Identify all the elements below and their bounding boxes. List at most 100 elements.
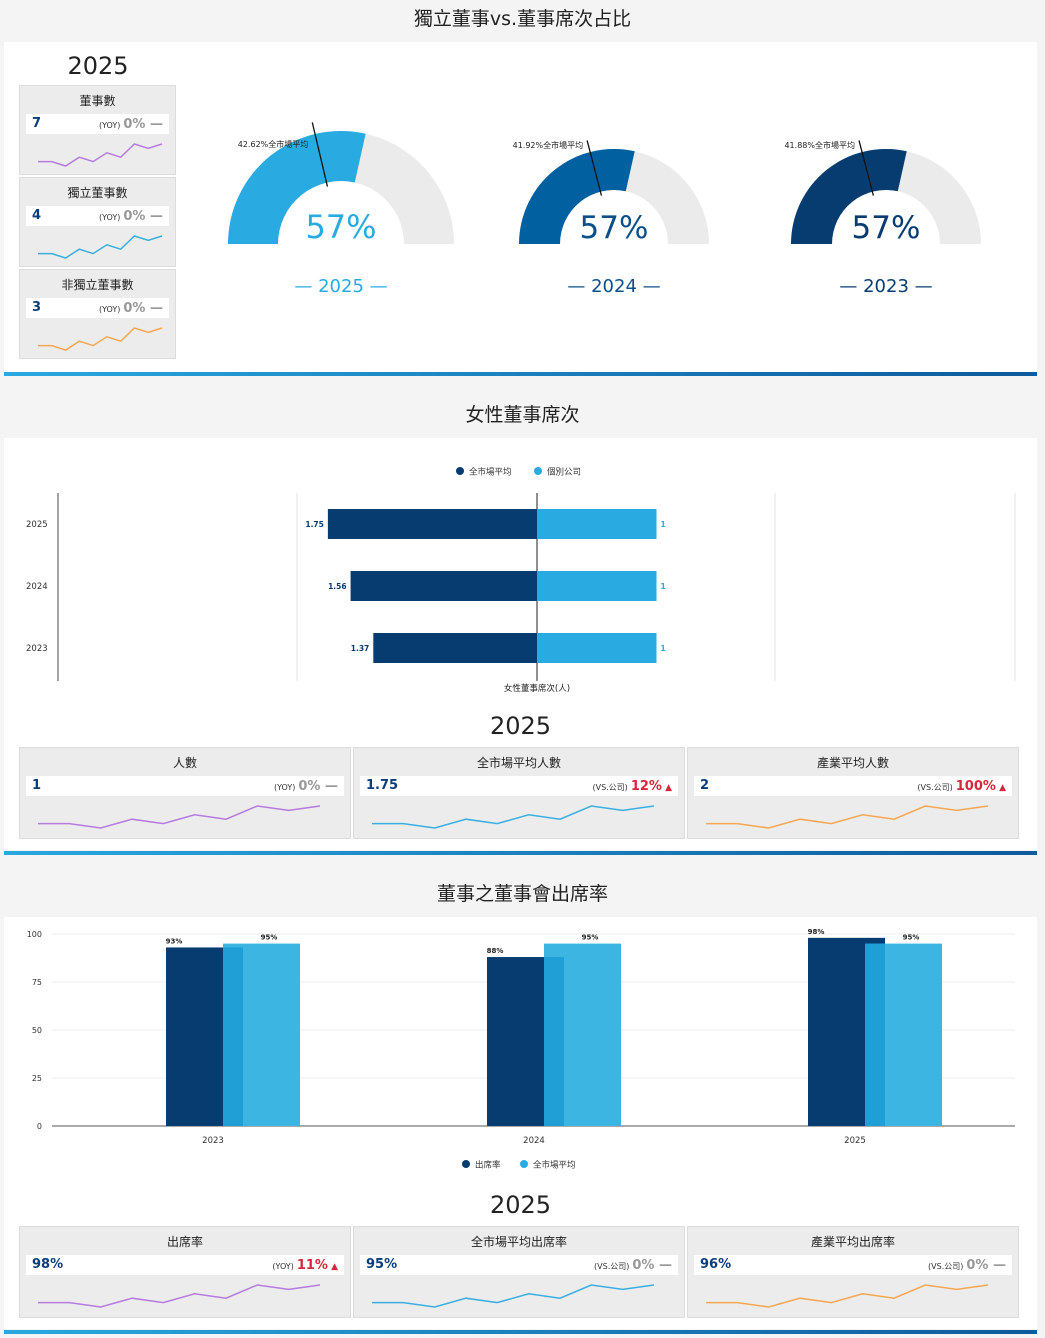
bar-label-company: 1 bbox=[661, 520, 666, 529]
gauge-fill bbox=[519, 149, 635, 244]
bar-label-market-average: 1.37 bbox=[351, 644, 370, 653]
gauge-1: 41.92%全市場平均 57% — 2024 — bbox=[513, 140, 709, 297]
kpi-change-tag: (YOY) bbox=[272, 1262, 294, 1271]
gauge-chart: 42.62%全市場平均 57% — 2025 — 41.92%全市場平均 57% — 20… bbox=[228, 122, 981, 297]
section3-kpi-card: 產業平均出席率 96% (VS.公司) 0% — bbox=[687, 1226, 1019, 1318]
kpi-change: (VS.公司) 0% — bbox=[594, 1258, 672, 1273]
sparkline-path bbox=[38, 235, 163, 259]
kpi-change-value: 0% bbox=[123, 117, 146, 132]
section3-year: 2025 bbox=[489, 1191, 552, 1219]
kpi-sparkline bbox=[38, 1284, 321, 1308]
kpi-change-tag: (YOY) bbox=[98, 121, 121, 130]
bar-company bbox=[537, 509, 657, 539]
kpi-sparkline bbox=[38, 327, 163, 351]
kpi-change: (YOY) 0% — bbox=[99, 301, 163, 316]
trend-up-icon: ▲ bbox=[327, 1262, 338, 1272]
kpi-change-value: 0% bbox=[966, 1258, 989, 1273]
kpi-value-bar: 96% (VS.公司) 0% — bbox=[694, 1255, 1012, 1275]
legend-marker bbox=[534, 467, 542, 475]
kpi-change: (YOY) 11% ▲ bbox=[272, 1258, 338, 1273]
bar-label-market-average: 1.56 bbox=[328, 582, 347, 591]
kpi-value: 95% bbox=[366, 1257, 398, 1272]
trend-flat-icon: — bbox=[145, 117, 163, 132]
trend-flat-icon: — bbox=[988, 1258, 1006, 1273]
bar-overlap bbox=[223, 947, 243, 1126]
kpi-value: 1.75 bbox=[366, 778, 399, 793]
kpi-label: 全市場平均人數 bbox=[476, 756, 561, 770]
kpi-value: 98% bbox=[32, 1257, 64, 1272]
legend-label: 全市場平均 bbox=[469, 467, 512, 478]
kpi-value-bar: 1 (YOY) 0% — bbox=[26, 776, 344, 796]
bar-label-market-average: 95% bbox=[261, 934, 278, 942]
gauge-year: — 2023 — bbox=[839, 276, 932, 297]
kpi-value-bar: 95% (VS.公司) 0% — bbox=[360, 1255, 678, 1275]
section2-panel: 全市場平均 個別公司 2025 1.75 1 2024 1.56 1 2023 1.37 1 女性董事… bbox=[4, 438, 1037, 850]
section2-kpi-card: 人數 1 (YOY) 0% — bbox=[19, 747, 351, 839]
gauge-value: 57% bbox=[305, 208, 376, 246]
kpi-sparkline bbox=[706, 1284, 989, 1308]
trend-flat-icon: — bbox=[145, 209, 163, 224]
kpi-sparkline bbox=[372, 1284, 655, 1308]
kpi-label: 人數 bbox=[172, 756, 197, 770]
bar-company bbox=[537, 571, 657, 601]
bar-market-average bbox=[373, 633, 537, 663]
kpi-change-tag: (VS.公司) bbox=[594, 1262, 630, 1271]
x-tick-label: 2023 bbox=[202, 1136, 224, 1146]
y-tick-label: 75 bbox=[32, 978, 42, 987]
section2-kpi-card: 產業平均人數 2 (VS.公司) 100% ▲ bbox=[687, 747, 1019, 839]
market-average-label: 41.92%全市場平均 bbox=[513, 140, 584, 150]
section3-title: 董事之董事會出席率 bbox=[436, 883, 608, 905]
legend-label: 個別公司 bbox=[547, 467, 581, 478]
gauge-fill bbox=[228, 131, 366, 244]
sparkline-path bbox=[706, 805, 989, 829]
kpi-value: 2 bbox=[700, 778, 710, 793]
kpi-label: 全市場平均出席率 bbox=[470, 1235, 567, 1249]
y-tick-label: 50 bbox=[32, 1026, 42, 1035]
kpi-value: 4 bbox=[32, 208, 42, 223]
kpi-value-bar: 4 (YOY) 0% — bbox=[26, 206, 169, 226]
section1-year: 2025 bbox=[67, 52, 129, 80]
kpi-change-tag: (VS.公司) bbox=[928, 1262, 964, 1271]
gauge-0: 42.62%全市場平均 57% — 2025 — bbox=[228, 122, 454, 297]
kpi-value-bar: 1.75 (VS.公司) 12% ▲ bbox=[360, 776, 678, 796]
section3-panel: 100 75 50 25 0 93% 95% 2023 88% 95% 2024 98% 95% 2025… bbox=[4, 917, 1037, 1329]
section1-kpi-card: 獨立董事數 4 (YOY) 0% — bbox=[19, 177, 176, 267]
chart-legend: 全市場平均 個別公司 bbox=[456, 467, 581, 478]
legend-marker bbox=[520, 1160, 528, 1168]
sparkline-path bbox=[372, 1284, 655, 1308]
section2-year: 2025 bbox=[489, 712, 552, 740]
attendance-chart: 100 75 50 25 0 93% 95% 2023 88% 95% 2024 98% 95% 2025… bbox=[27, 928, 1015, 1171]
chart-legend: 出席率 全市場平均 bbox=[462, 1160, 576, 1171]
kpi-sparkline bbox=[38, 805, 321, 829]
section1-kpi-card: 非獨立董事數 3 (YOY) 0% — bbox=[19, 269, 176, 359]
trend-up-icon: ▲ bbox=[995, 783, 1006, 793]
kpi-change: (VS.公司) 100% ▲ bbox=[917, 779, 1006, 794]
kpi-change: (VS.公司) 0% — bbox=[928, 1258, 1006, 1273]
bar-market-average bbox=[327, 509, 537, 539]
kpi-change-tag: (VS.公司) bbox=[592, 783, 628, 792]
gauge-value: 57% bbox=[580, 210, 649, 246]
gauge-year: — 2025 — bbox=[294, 276, 387, 297]
section2-kpi-card: 全市場平均人數 1.75 (VS.公司) 12% ▲ bbox=[353, 747, 685, 839]
gauge-value: 57% bbox=[852, 210, 921, 246]
section3-divider bbox=[4, 1330, 1037, 1334]
y-tick-label: 100 bbox=[27, 930, 42, 939]
section1-title: 獨立董事vs.董事席次占比 bbox=[413, 8, 632, 30]
bar-label-market-average: 95% bbox=[582, 934, 599, 942]
gauge-2: 41.88%全市場平均 57% — 2023 — bbox=[784, 140, 981, 297]
kpi-value: 1 bbox=[32, 778, 42, 793]
kpi-change-value: 0% bbox=[123, 301, 146, 316]
kpi-label: 產業平均人數 bbox=[816, 756, 889, 770]
kpi-change-value: 0% bbox=[632, 1258, 655, 1273]
bar-overlap bbox=[865, 943, 885, 1126]
x-axis-label: 女性董事席次(人) bbox=[504, 683, 570, 694]
sparkline-path bbox=[38, 327, 163, 351]
trend-flat-icon: — bbox=[320, 779, 338, 794]
kpi-change: (VS.公司) 12% ▲ bbox=[592, 779, 672, 794]
kpi-change: (YOY) 0% — bbox=[99, 209, 163, 224]
trend-up-icon: ▲ bbox=[661, 783, 672, 793]
kpi-value: 3 bbox=[32, 300, 42, 315]
x-tick-label: 2024 bbox=[523, 1136, 545, 1146]
y-tick-label: 0 bbox=[37, 1122, 42, 1131]
market-average-label: 41.88%全市場平均 bbox=[784, 140, 855, 150]
